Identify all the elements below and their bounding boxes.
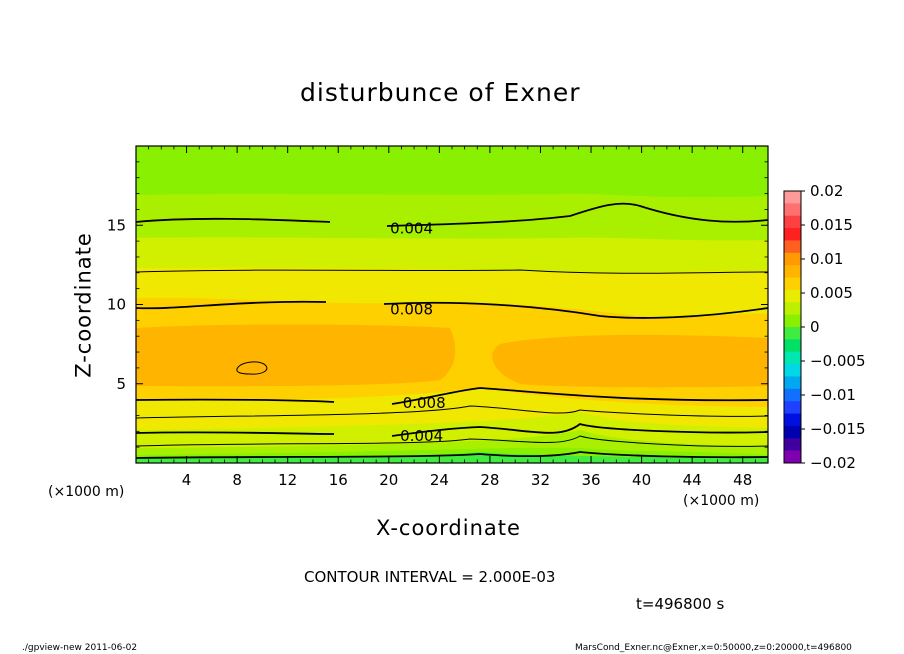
x-unit-right: (×1000 m): [683, 493, 760, 509]
x-tick-label: 40: [632, 471, 651, 489]
colorbar-swatch: [784, 438, 801, 452]
contour-line-0.004-top: [136, 202, 768, 227]
colorbar-swatch: [784, 351, 801, 365]
colorbar-tick-label: −0.02: [810, 454, 856, 472]
x-tick-label: 24: [430, 471, 449, 489]
x-unit-left: (×1000 m): [48, 484, 125, 500]
colorbar-swatch: [784, 277, 801, 291]
y-axis-label: Z-coordinate: [71, 232, 96, 378]
colorbar-swatch: [784, 425, 801, 439]
colorbar-tick-label: 0.005: [810, 284, 853, 302]
fill-band-0.011-right: [492, 334, 768, 388]
time-stamp: t=496800 s: [636, 595, 725, 613]
colorbar-tick-label: −0.01: [810, 386, 856, 404]
x-tick-label: 20: [379, 471, 398, 489]
contour-lines: [136, 202, 768, 459]
colorbar-swatch: [784, 401, 801, 415]
colorbar-swatch: [784, 388, 801, 402]
x-tick-label: 28: [480, 471, 499, 489]
contour-label: 0.008: [390, 300, 433, 318]
contour-label: 0.004: [400, 427, 443, 445]
colorbar-swatch: [784, 228, 801, 241]
colorbar-swatch: [784, 364, 801, 377]
x-axis: 4 8 12 16 20 24 28 32 36 40 44 48: [148, 146, 756, 489]
colorbar-swatch: [784, 413, 801, 427]
y-tick-label: 5: [116, 375, 126, 393]
x-tick-label: 12: [278, 471, 297, 489]
fill-band-bottom: [136, 452, 768, 463]
contour-line-0.006-top: [136, 269, 768, 274]
colorbar-swatch: [784, 376, 801, 390]
x-tick-label: 44: [683, 471, 702, 489]
x-axis-label: X-coordinate: [376, 516, 521, 540]
colorbar: 0.02 0.015 0.01 0.005 0 −0.005 −0.01 −0.015 −0.0…: [783, 182, 866, 472]
contour-fill-field: [136, 146, 768, 463]
contour-label: 0.008: [403, 394, 446, 412]
colorbar-tick-label: 0.01: [810, 250, 843, 268]
colorbar-tick-label: −0.015: [810, 420, 866, 438]
contour-line-0.004-bottom: [136, 423, 768, 437]
chart-title: disturbunce of Exner: [300, 78, 581, 107]
contour-line-0.010-blob: [236, 361, 268, 375]
contour-interval-note: CONTOUR INTERVAL = 2.000E-03: [304, 568, 556, 586]
contour-label: 0.004: [390, 219, 433, 237]
y-tick-label: 10: [107, 296, 126, 314]
contour-line-0.006-bottom: [136, 405, 768, 419]
colorbar-swatch: [784, 191, 801, 204]
colorbar-tick-label: 0.015: [810, 216, 853, 234]
x-tick-label: 16: [329, 471, 348, 489]
colorbar-swatch: [784, 314, 801, 328]
colorbar-swatch: [784, 240, 801, 254]
colorbar-tick-label: 0: [810, 318, 820, 336]
colorbar-swatch: [784, 215, 801, 229]
contour-line-0.008-bottom: [136, 387, 768, 405]
colorbar-tick-label: −0.005: [810, 352, 866, 370]
colorbar-tick-label: 0.02: [810, 182, 843, 200]
footer-left: ./gpview-new 2011-06-02: [22, 643, 138, 653]
colorbar-swatch: [784, 327, 801, 340]
colorbar-swatch: [784, 252, 801, 266]
colorbar-swatch: [784, 339, 801, 353]
x-tick-label: 36: [581, 471, 600, 489]
colorbar-swatch: [784, 289, 801, 303]
x-tick-label: 8: [232, 471, 242, 489]
contour-line-0.000-bottom: [136, 451, 768, 459]
x-tick-label: 48: [733, 471, 752, 489]
x-tick-label: 32: [531, 471, 550, 489]
fill-band-0.011: [136, 324, 456, 387]
x-tick-label: 4: [182, 471, 192, 489]
contour-labels: 0.004 0.008 0.008 0.004: [390, 219, 446, 445]
colorbar-swatch: [784, 203, 801, 217]
contour-line-0.008-top: [136, 300, 768, 319]
colorbar-swatch: [784, 450, 801, 464]
footer-right: MarsCond_Exner.nc@Exner,x=0:50000,z=0:20…: [575, 643, 852, 653]
colorbar-swatch: [784, 265, 801, 279]
colorbar-swatch: [784, 302, 801, 316]
contour-line-0.002-bottom: [136, 435, 768, 447]
y-tick-label: 15: [107, 216, 126, 234]
y-axis: 5 10 15: [107, 161, 768, 448]
